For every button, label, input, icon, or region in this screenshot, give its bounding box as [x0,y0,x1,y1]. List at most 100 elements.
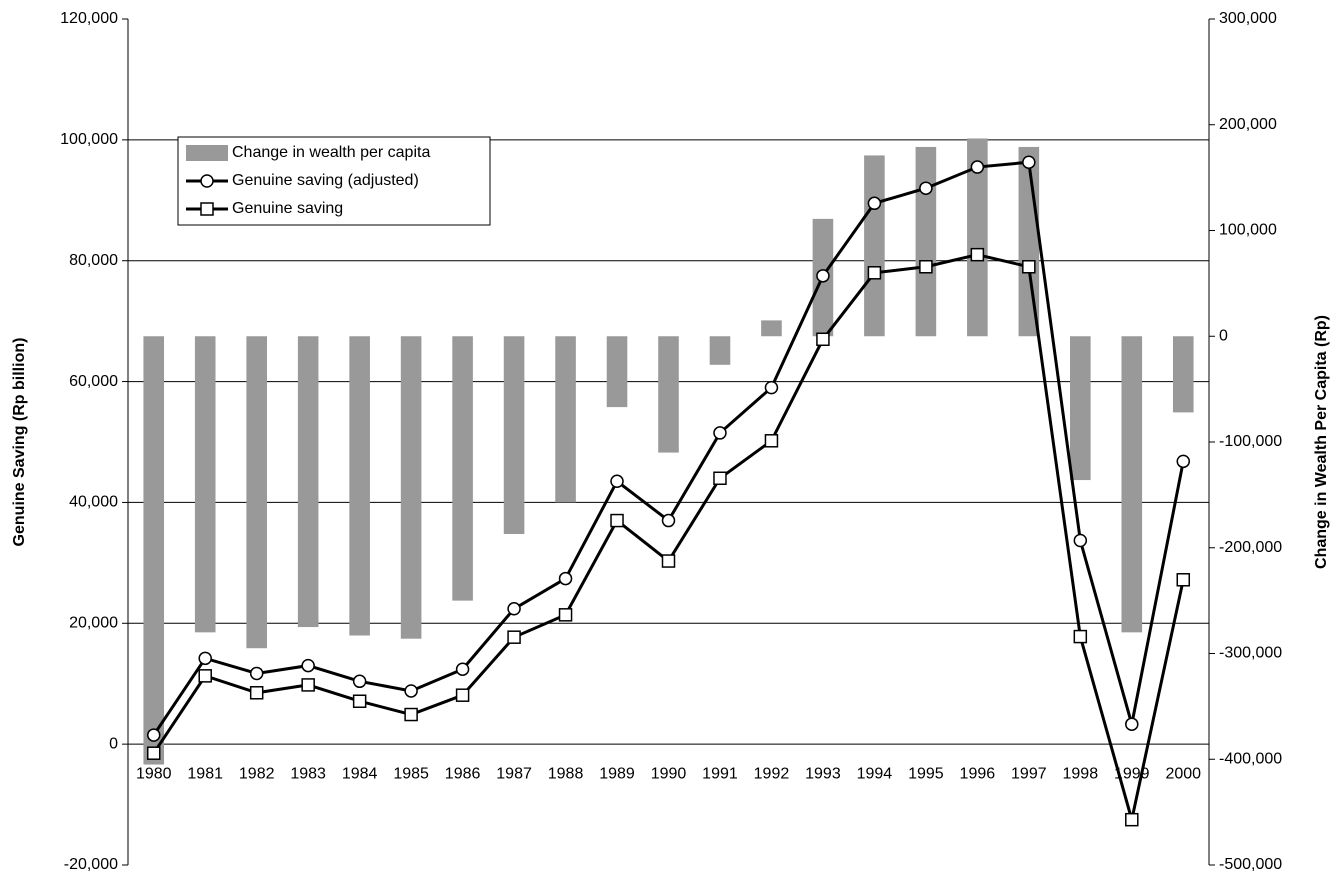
marker [1125,717,1139,731]
x-tick-label: 1990 [651,765,687,782]
marker [919,260,933,274]
marker [249,686,264,700]
marker [146,746,161,760]
bar [606,336,628,408]
y2-tick-label: 100,000 [1219,222,1277,239]
x-tick-label: 1986 [445,765,481,782]
y-tick-label: 100,000 [60,131,118,148]
marker [146,728,161,742]
x-tick-label: 1998 [1063,765,1099,782]
marker [404,707,418,722]
marker [1022,260,1036,274]
marker [507,602,521,616]
y2-tick-label: 200,000 [1219,116,1277,133]
bar [246,336,267,649]
marker [1176,573,1191,587]
y-tick-label: 40,000 [69,494,118,511]
marker [198,669,212,683]
marker [301,678,315,692]
marker [610,513,624,528]
bar [555,336,576,503]
marker [352,694,367,708]
bar [1070,336,1091,481]
x-tick-label: 1993 [805,765,841,782]
x-tick-label: 1989 [599,765,635,782]
marker [249,666,264,681]
marker [301,658,315,673]
marker [816,269,830,283]
marker [455,662,470,676]
marker [1176,454,1191,469]
marker [507,630,521,644]
legend-box [177,136,491,226]
marker [764,380,779,395]
marker [198,651,212,666]
x-tick-label: 1984 [342,765,378,782]
x-tick-label: 1982 [239,765,275,782]
marker [661,513,676,528]
y2-axis-title: Change in Wealth Per Capita (Rp) [1313,315,1330,569]
legend-label: Genuine saving (adjusted) [232,172,419,189]
x-tick-label: 1987 [496,765,532,782]
marker [919,181,933,195]
marker [1125,812,1139,827]
y2-tick-label: -100,000 [1219,433,1282,450]
marker [661,554,676,568]
x-tick-label: 1988 [548,765,584,782]
marker [713,426,727,440]
marker [1022,155,1036,169]
x-tick-label: 1992 [754,765,790,782]
y2-tick-label: -400,000 [1219,750,1282,767]
bar [709,336,731,365]
bar [658,336,679,453]
y-tick-label: 80,000 [69,252,118,269]
x-tick-label: 1981 [187,765,223,782]
marker [867,196,882,211]
bar [967,138,988,337]
x-tick-label: 1980 [136,765,172,782]
marker [558,571,573,586]
bar [1121,336,1143,633]
bar [761,320,782,337]
x-tick-label: 1994 [857,765,893,782]
marker [455,688,470,702]
marker [610,474,624,489]
bar [503,336,525,535]
y-tick-label: 0 [109,735,118,752]
legend-label: Change in wealth per capita [232,144,430,161]
bar [143,336,165,765]
marker [816,332,830,347]
marker [970,247,985,262]
legend-label: Genuine saving [232,200,343,217]
bar [297,336,319,628]
marker [352,674,367,689]
y-tick-label: -20,000 [64,856,118,873]
marker [1073,629,1088,644]
x-tick-label: 1996 [960,765,996,782]
marker [970,160,985,174]
marker [404,684,418,698]
y-tick-label: 20,000 [69,615,118,632]
x-tick-label: 1985 [393,765,429,782]
x-tick-label: 1991 [702,765,738,782]
y2-tick-label: -300,000 [1219,645,1282,662]
y-tick-label: 60,000 [69,373,118,390]
y-tick-label: 120,000 [60,10,118,27]
y2-tick-label: 0 [1219,327,1228,344]
marker [867,266,882,280]
bar [400,336,422,639]
x-tick-label: 2000 [1165,765,1201,782]
x-tick-label: 1995 [908,765,944,782]
legend-marker [200,202,214,216]
marker [764,434,779,448]
bar [194,336,216,633]
bar [1172,336,1194,413]
legend-swatch [186,145,228,161]
marker [558,608,573,622]
bar [864,155,885,337]
bar [915,146,937,337]
y2-tick-label: -500,000 [1219,856,1282,873]
bar [452,336,473,601]
marker [713,471,727,486]
